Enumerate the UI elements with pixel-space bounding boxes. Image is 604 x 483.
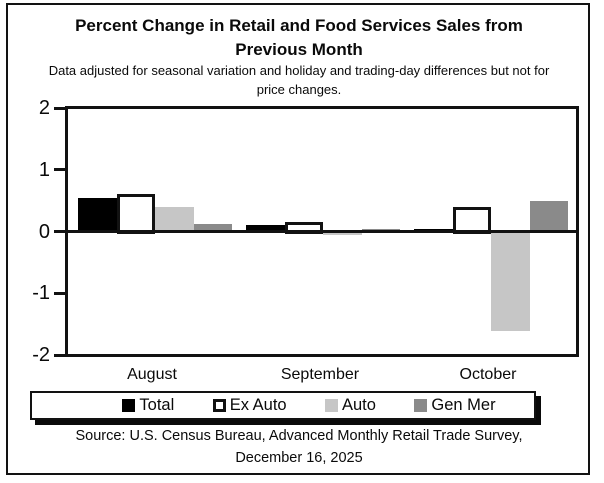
bar-gen-mer-october xyxy=(529,200,568,232)
chart-title: Percent Change in Retail and Food Servic… xyxy=(20,14,578,62)
y-tick-label: -1 xyxy=(32,282,50,305)
bar-ex-auto-october xyxy=(452,206,491,235)
source-note: Source: U.S. Census Bureau, Advanced Mon… xyxy=(20,425,578,469)
legend: Total Ex Auto Auto Gen Mer xyxy=(30,391,536,420)
legend-swatch xyxy=(212,399,226,412)
source-line2: December 16, 2025 xyxy=(235,450,363,466)
legend-swatch xyxy=(122,399,136,412)
bar-gen-mer-august xyxy=(193,224,232,232)
legend-label: Ex Auto xyxy=(229,396,287,414)
bar-total-august xyxy=(78,197,117,232)
y-tick xyxy=(54,106,66,110)
legend-item-ex-auto: Ex Auto xyxy=(212,396,287,415)
legend-swatch xyxy=(414,399,428,412)
chart-subtitle: Data adjusted for seasonal variation and… xyxy=(10,61,588,99)
bar-total-september xyxy=(246,225,285,232)
y-tick-label: 1 xyxy=(38,158,50,181)
x-category-label: September xyxy=(280,366,360,383)
y-tick xyxy=(54,168,66,172)
y-tick xyxy=(54,353,66,357)
y-tick-label: -2 xyxy=(32,344,50,366)
chart-title-line2: Previous Month xyxy=(235,40,363,59)
bar-auto-august xyxy=(155,206,194,232)
legend-label: Auto xyxy=(342,396,376,414)
chart-subtitle-line2: price changes. xyxy=(256,82,342,97)
bar-ex-auto-august xyxy=(116,194,155,235)
legend-swatch xyxy=(325,399,338,412)
legend-item-gen-mer: Gen Mer xyxy=(414,396,496,415)
legend-label: Total xyxy=(139,396,175,414)
source-line1: Source: U.S. Census Bureau, Advanced Mon… xyxy=(75,428,523,444)
y-tick xyxy=(54,291,66,295)
x-category-label: October xyxy=(459,366,517,383)
y-tick-label: 2 xyxy=(38,97,50,119)
x-category-label: August xyxy=(127,366,177,383)
legend-item-auto: Auto xyxy=(325,396,376,415)
y-tick-label: 0 xyxy=(38,220,50,243)
chart-subtitle-line1: Data adjusted for seasonal variation and… xyxy=(48,63,550,78)
y-tick xyxy=(54,230,66,233)
bar-auto-october xyxy=(491,233,530,331)
chart-title-line1: Percent Change in Retail and Food Servic… xyxy=(75,16,523,35)
legend-label: Gen Mer xyxy=(431,396,496,414)
zero-baseline xyxy=(66,230,577,233)
legend-item-total: Total xyxy=(122,396,174,415)
bar-auto-september xyxy=(323,233,362,236)
